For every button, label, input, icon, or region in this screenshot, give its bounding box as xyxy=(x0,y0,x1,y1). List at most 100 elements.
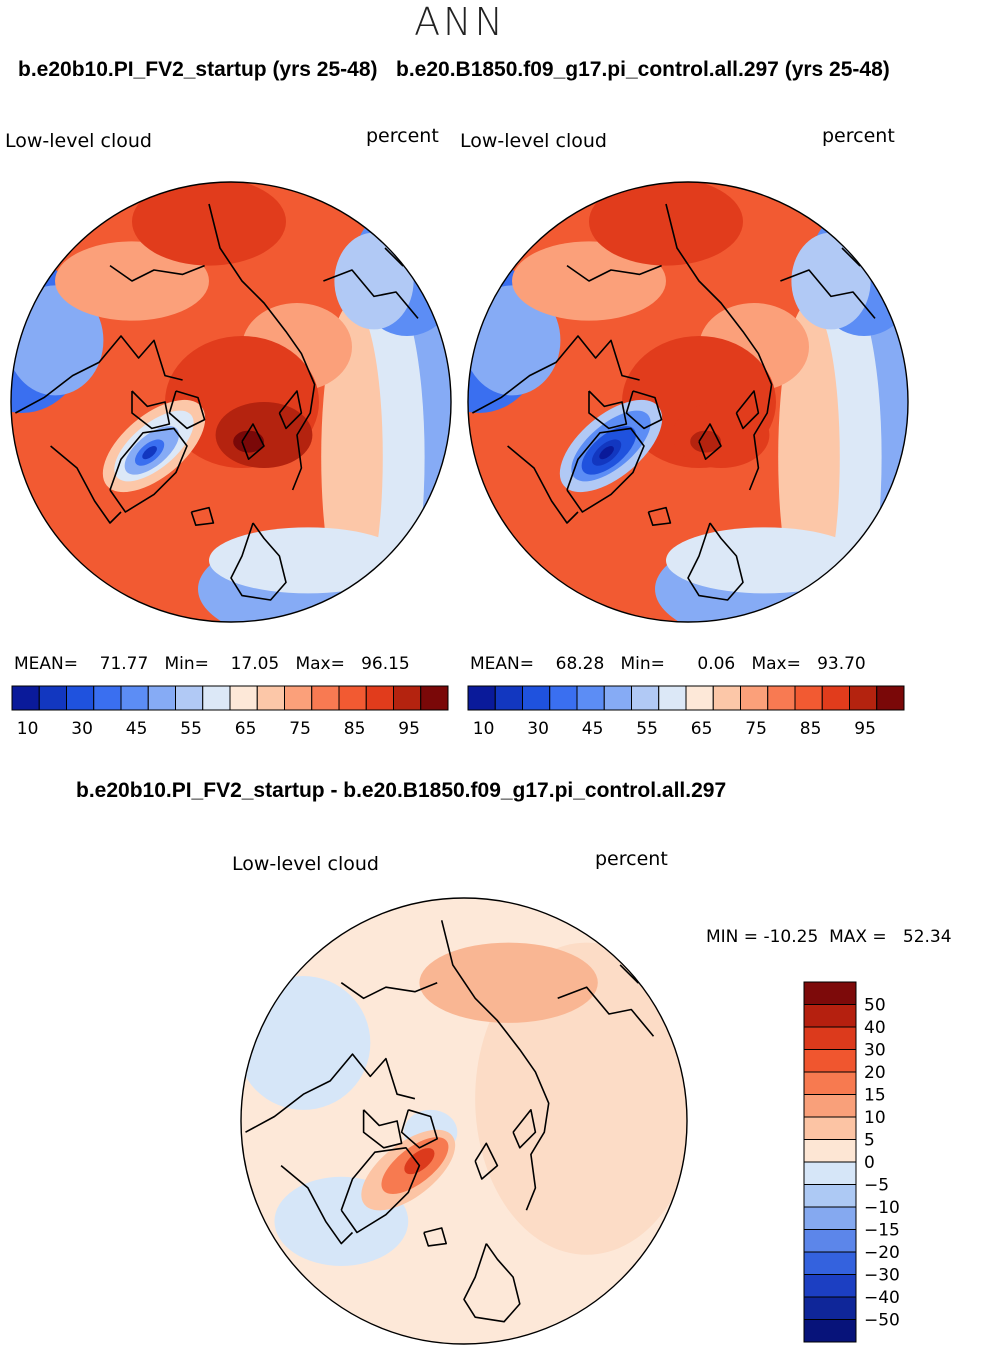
low-cloud-region xyxy=(468,285,561,396)
max-value: 52.34 xyxy=(902,927,952,947)
coastline xyxy=(566,427,645,513)
colorbar-tick-label: 40 xyxy=(864,1018,886,1038)
colorbar-tick-label: 10 xyxy=(864,1108,886,1128)
coastline xyxy=(241,423,265,460)
colorbar-tick-label: 55 xyxy=(636,719,658,739)
panel2-stats: MEAN= 68.28 Min= 0.06 Max= 93.70 xyxy=(470,654,866,674)
coastline xyxy=(109,427,188,513)
season-title: ANN xyxy=(414,0,506,44)
colorbar-swatch xyxy=(11,685,40,711)
colorbar-swatch xyxy=(767,685,796,711)
colorbar-tick-label: 65 xyxy=(691,719,713,739)
colorbar-swatch xyxy=(256,685,285,711)
min-value: 0.06 xyxy=(697,654,736,674)
coastline xyxy=(109,264,205,282)
colorbar-tick-label: 95 xyxy=(854,719,876,739)
colorbar-swatch xyxy=(175,685,204,711)
panel1-variable-label: Low-level cloud xyxy=(5,130,152,152)
colorbar-tick-label: −15 xyxy=(864,1221,900,1241)
colorbar-swatch xyxy=(876,685,905,711)
low-cloud-region xyxy=(334,232,414,330)
coastline xyxy=(168,390,206,430)
min-label: Min= xyxy=(164,654,209,674)
colorbar-swatch xyxy=(365,685,394,711)
colorbar-swatch xyxy=(522,685,551,711)
colorbar-tick-label: 10 xyxy=(473,719,495,739)
colorbar-swatch xyxy=(803,1274,857,1298)
colorbar-swatch xyxy=(803,1004,857,1028)
coastline xyxy=(440,920,550,1211)
max-label: MAX = xyxy=(829,927,887,947)
colorbar-tick-label: −5 xyxy=(864,1176,889,1196)
coastline xyxy=(665,203,773,491)
colorbar-swatch xyxy=(658,685,687,711)
panel3-polar-map xyxy=(240,897,688,1345)
colorbar-swatch xyxy=(631,685,660,711)
colorbar-swatch xyxy=(821,685,850,711)
mean-label: MEAN= xyxy=(470,654,534,674)
min-value: -10.25 xyxy=(763,927,819,947)
colorbar-tick-label: −30 xyxy=(864,1266,900,1286)
colorbar-swatch xyxy=(120,685,149,711)
colorbar-swatch xyxy=(549,685,578,711)
colorbar-tick-label: 0 xyxy=(864,1153,875,1173)
colorbar-tick-label: 75 xyxy=(289,719,311,739)
colorbar-tick-label: 50 xyxy=(864,996,886,1016)
colorbar-tick-label: 5 xyxy=(864,1131,875,1151)
colorbar-tick-label: −10 xyxy=(864,1198,900,1218)
mean-value: 68.28 xyxy=(555,654,605,674)
min-value: 17.05 xyxy=(230,654,280,674)
panel3-variable-label: Low-level cloud xyxy=(232,853,379,875)
min-label: MIN = xyxy=(706,927,759,947)
coastline xyxy=(323,269,419,319)
colorbar-tick-label: 15 xyxy=(864,1086,886,1106)
colorbar-tick-label: 55 xyxy=(180,719,202,739)
colorbar-tick-label: −20 xyxy=(864,1243,900,1263)
colorbar-swatch xyxy=(420,685,449,711)
map-boundary xyxy=(467,181,909,623)
colorbar-tick-label: 85 xyxy=(800,719,822,739)
panel1-units-label: percent xyxy=(366,125,439,147)
colorbar-swatch xyxy=(803,1319,857,1343)
map-field xyxy=(241,898,687,1344)
colorbar-swatch xyxy=(803,1071,857,1095)
colorbar-swatch xyxy=(803,1161,857,1185)
low-cloud-region xyxy=(791,232,871,330)
high-cloud-region xyxy=(215,402,313,468)
panel1-stats: MEAN= 71.77 Min= 17.05 Max= 96.15 xyxy=(14,654,410,674)
panel1-colorbar: 10 30 45 55 65 75 85 95 xyxy=(11,685,449,739)
colorbar-swatch xyxy=(467,685,496,711)
colorbar-swatch xyxy=(803,1139,857,1163)
colorbar-tick-label: 65 xyxy=(235,719,257,739)
colorbar-swatch xyxy=(38,685,67,711)
colorbar-swatch xyxy=(202,685,231,711)
coastline xyxy=(278,390,303,430)
colorbar-swatch xyxy=(685,685,714,711)
panel2-polar-map xyxy=(467,181,909,623)
coastline xyxy=(625,390,663,430)
colorbar-tick-label: −40 xyxy=(864,1288,900,1308)
coastline xyxy=(647,506,672,526)
colorbar-tick-label: 20 xyxy=(864,1063,886,1083)
colorbar-swatch xyxy=(311,685,340,711)
coastline xyxy=(190,506,215,526)
high-cloud-region xyxy=(132,182,286,266)
coastline xyxy=(340,1147,421,1234)
colorbar-swatch xyxy=(712,685,741,711)
high-cloud-region xyxy=(672,402,770,468)
colorbar-swatch xyxy=(803,1206,857,1230)
coastline xyxy=(423,1227,447,1247)
colorbar-swatch xyxy=(147,685,176,711)
coastline xyxy=(472,335,640,414)
panel3-minmax: MIN = -10.25 MAX = 52.34 xyxy=(706,927,952,947)
colorbar-swatch xyxy=(803,1251,857,1275)
colorbar-swatch xyxy=(803,981,857,1005)
coastline xyxy=(507,445,579,524)
high-cloud-region xyxy=(233,430,264,453)
panel3-units-label: percent xyxy=(595,848,668,870)
map-boundary xyxy=(240,897,688,1345)
min-label: Min= xyxy=(620,654,665,674)
coastline xyxy=(557,986,655,1037)
colorbar-tick-label: 10 xyxy=(17,719,39,739)
